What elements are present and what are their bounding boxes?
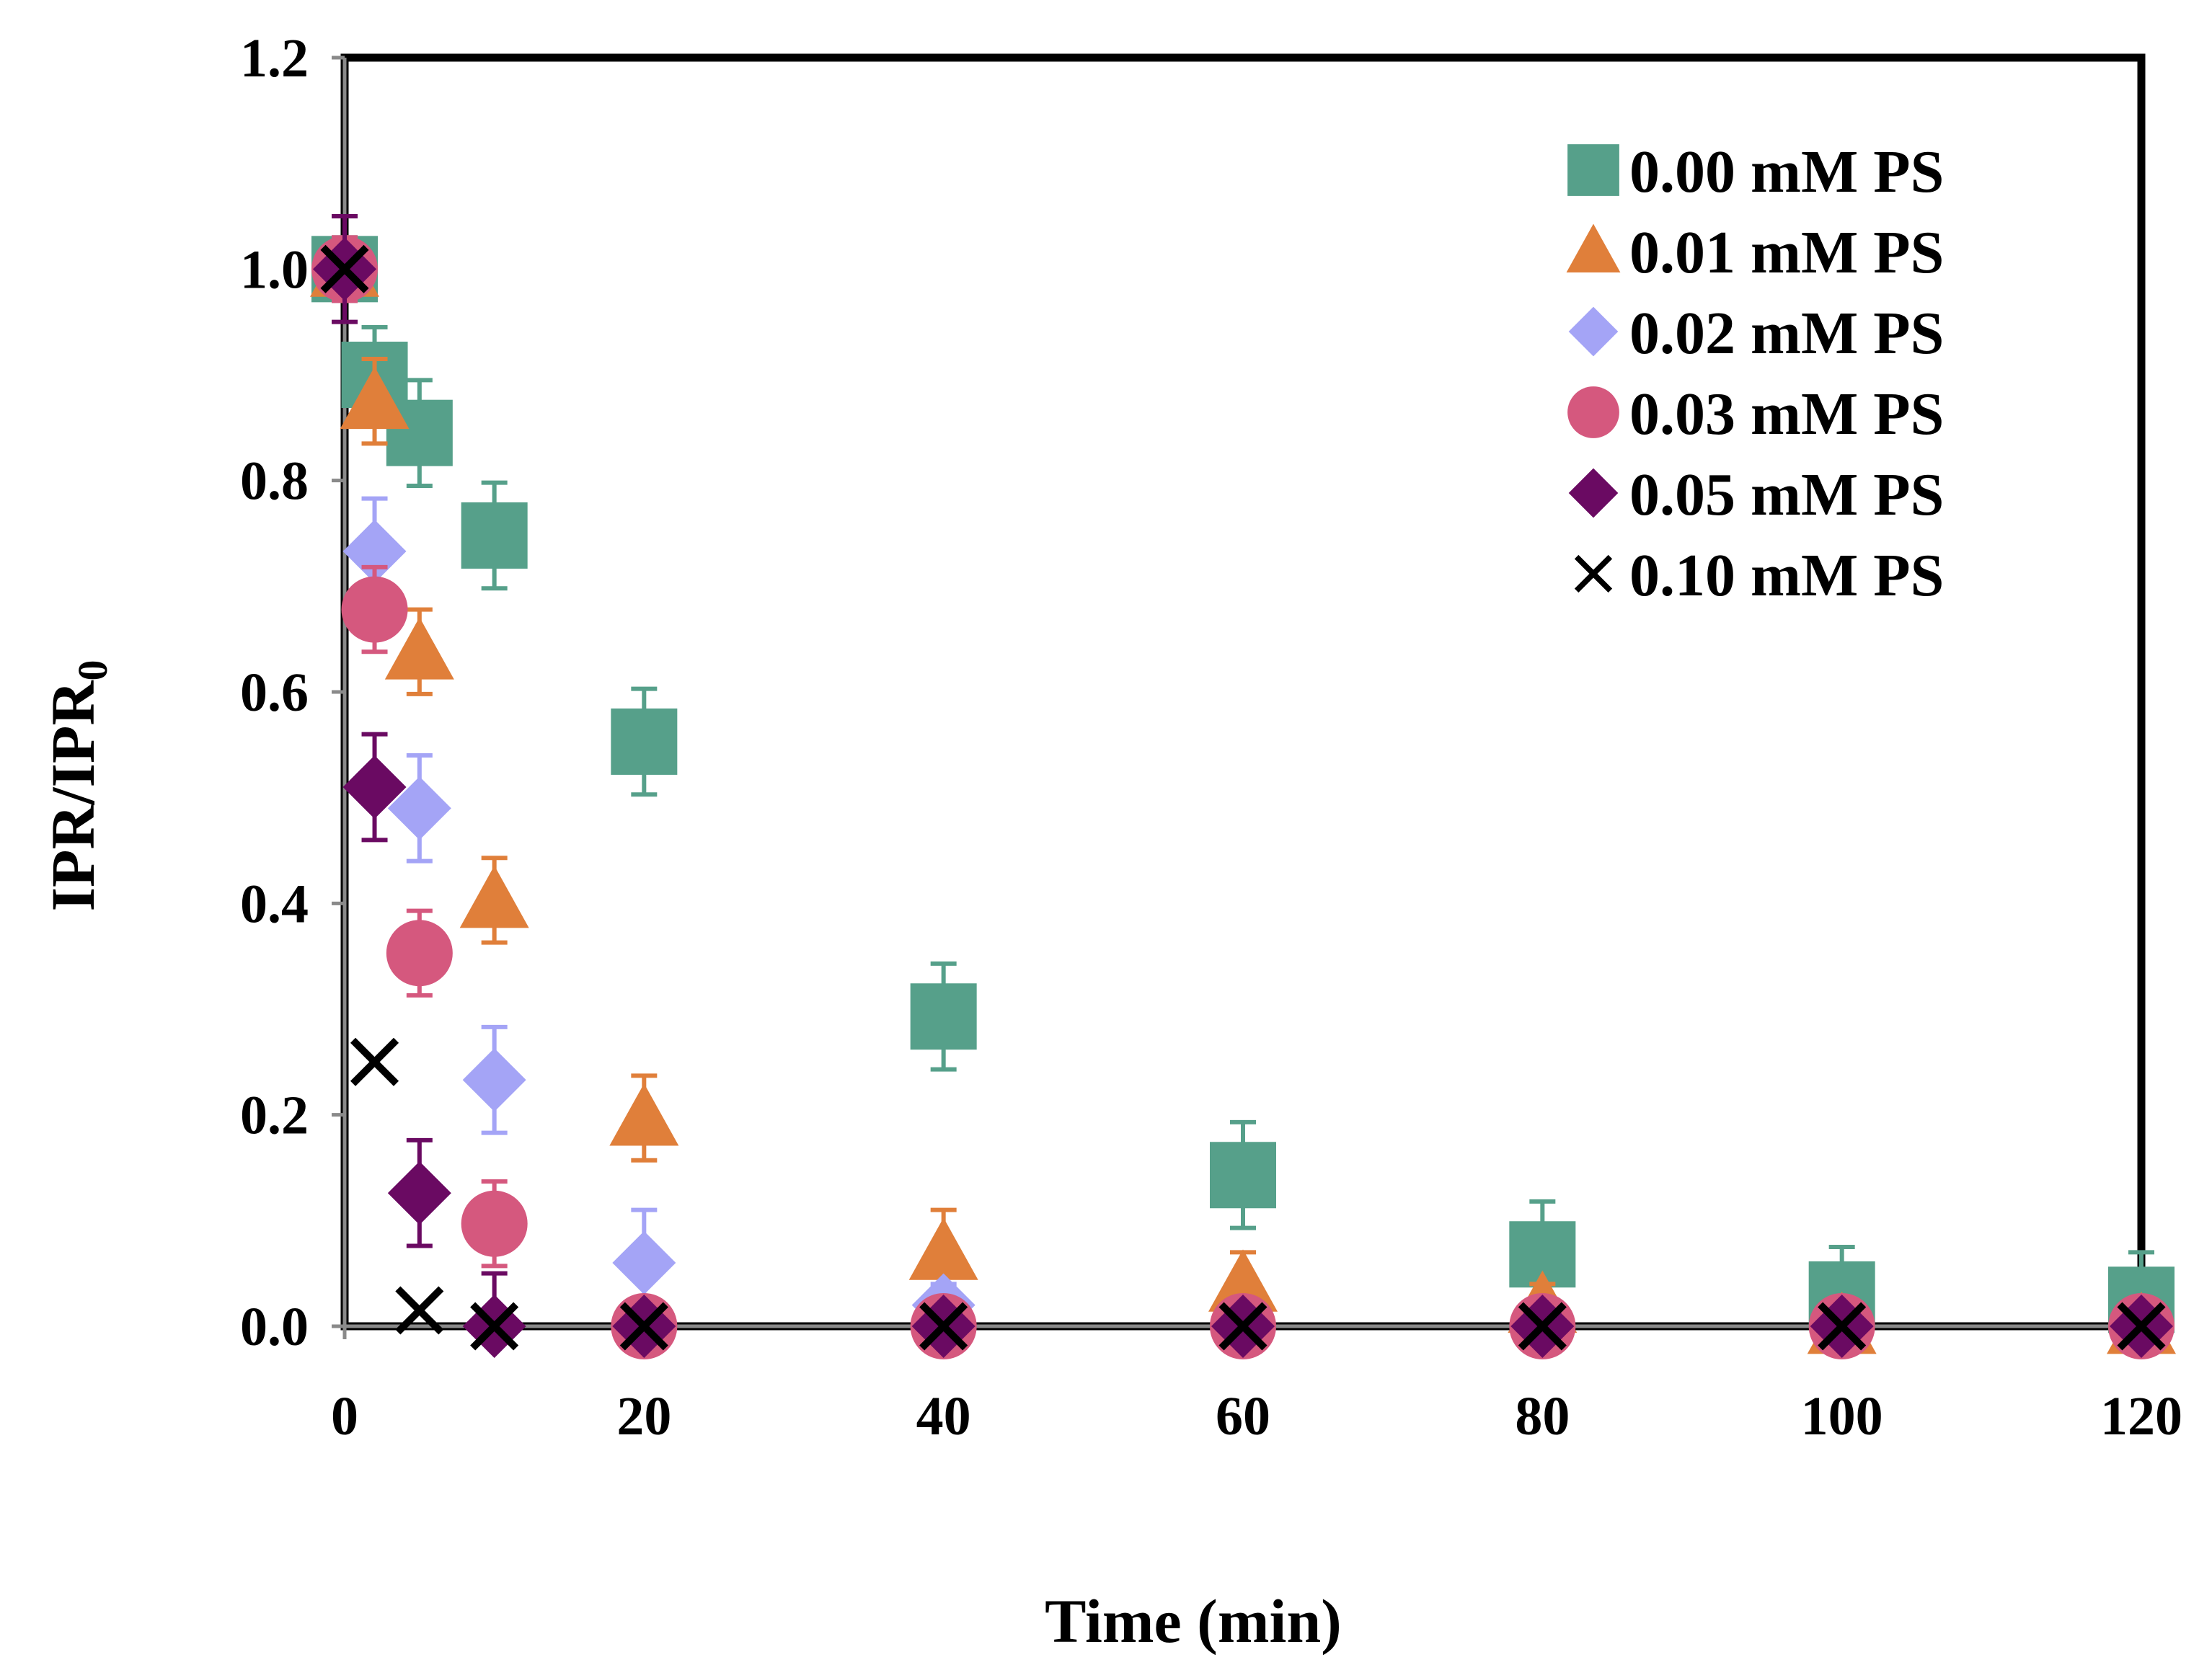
legend-label: 0.05 mM PS [1629, 461, 1944, 528]
y-tick-label: 1.2 [240, 28, 309, 89]
legend: 0.00 mM PS 0.01 mM PS 0.02 mM PS 0.03 mM PS… [1566, 138, 1944, 609]
data-point [384, 617, 454, 680]
series-5 [320, 244, 2166, 1351]
data-point [1818, 1302, 1867, 1351]
y-axis-title-main: IPR/IPR [38, 680, 107, 912]
x-tick-label: 40 [916, 1386, 971, 1447]
data-point [619, 1302, 668, 1351]
data-point [462, 1048, 526, 1112]
data-point [350, 1037, 399, 1086]
legend-marker [1567, 144, 1619, 196]
data-point [470, 1302, 519, 1351]
data-point [1518, 1302, 1567, 1351]
legend-marker [1574, 554, 1613, 593]
y-tick-label: 0.2 [240, 1086, 309, 1146]
legend-marker [1568, 468, 1619, 518]
legend-marker [1566, 223, 1621, 272]
x-axis-ticks: 0 20 40 60 80 100 120 [331, 1326, 2182, 1447]
data-point [340, 366, 410, 430]
x-tick-label: 20 [616, 1386, 671, 1447]
y-tick-label: 0.6 [240, 662, 309, 723]
data-point [2117, 1302, 2166, 1351]
y-axis-title-subscript: 0 [69, 660, 116, 680]
x-tick-label: 60 [1216, 1386, 1270, 1447]
data-point [919, 1302, 968, 1351]
y-tick-label: 0.4 [240, 874, 309, 934]
data-point [1210, 1142, 1276, 1209]
series-layer [310, 214, 2176, 1359]
data-point [387, 1161, 451, 1225]
data-point [342, 519, 407, 583]
data-point [609, 1083, 679, 1146]
data-point [461, 502, 528, 569]
y-tick-label: 0.0 [240, 1297, 309, 1357]
data-point [459, 865, 529, 928]
data-point [611, 708, 678, 775]
data-point [908, 1217, 978, 1280]
legend-marker [1567, 386, 1619, 438]
legend-label: 0.01 mM PS [1629, 219, 1944, 286]
legend-marker [1568, 306, 1619, 357]
data-point [461, 1190, 528, 1257]
legend-label: 0.02 mM PS [1629, 300, 1944, 367]
x-axis-title: Time (min) [1045, 1586, 1342, 1656]
y-tick-label: 0.8 [240, 451, 309, 512]
data-point [910, 983, 977, 1050]
y-axis-title: IPR/IPR0 [38, 660, 116, 911]
data-point [612, 1231, 676, 1295]
x-tick-label: 80 [1515, 1386, 1570, 1447]
legend-label: 0.00 mM PS [1629, 138, 1944, 205]
data-point [395, 1286, 444, 1335]
x-tick-label: 100 [1801, 1386, 1883, 1447]
y-tick-label: 1.0 [240, 239, 309, 300]
x-tick-label: 0 [331, 1386, 358, 1447]
data-point [1218, 1302, 1268, 1351]
legend-label: 0.10 mM PS [1629, 542, 1944, 609]
legend-label: 0.03 mM PS [1629, 381, 1944, 448]
data-point [387, 776, 451, 840]
x-tick-label: 120 [2100, 1386, 2182, 1447]
data-point [341, 576, 408, 643]
data-point [320, 244, 369, 293]
y-axis-ticks: 0.0 0.2 0.4 0.6 0.8 1.0 1.2 [240, 28, 345, 1357]
data-point [342, 755, 407, 819]
data-point [1208, 1249, 1278, 1312]
data-point [386, 920, 453, 987]
